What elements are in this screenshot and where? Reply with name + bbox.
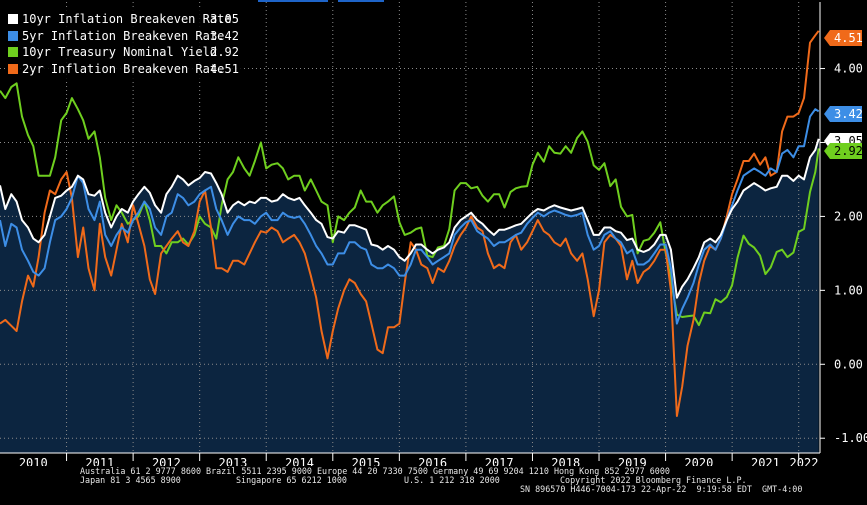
- legend-entry[interactable]: 5yr Inflation Breakeven Rate 3.42: [8, 28, 239, 45]
- legend-label: 2yr Inflation Breakeven Rate: [22, 61, 225, 76]
- top-accent-bar-right: [338, 0, 384, 2]
- y-tick-label: -1.00: [834, 431, 867, 445]
- legend-swatch: [8, 47, 18, 58]
- legend-value: 3.05: [210, 12, 239, 26]
- footer-line-2-mid: Singapore 65 6212 1000: [236, 475, 347, 485]
- legend-swatch: [8, 63, 18, 74]
- tag-value: 3.42: [834, 107, 863, 121]
- y-tick-label: 0.00: [834, 357, 863, 371]
- legend-swatch: [8, 14, 18, 25]
- legend-label: 5yr Inflation Breakeven Rate: [22, 28, 225, 43]
- series-layer: [0, 30, 820, 417]
- footer-line-1: Australia 61 2 9777 8600 Brazil 5511 239…: [80, 466, 670, 476]
- legend-value: 3.42: [210, 28, 239, 43]
- tag-background: [824, 106, 862, 122]
- last-value-tag: 3.42: [824, 106, 863, 122]
- footer-line-2-right: U.S. 1 212 318 2000: [404, 475, 500, 485]
- series-line: [0, 108, 820, 325]
- legend-value: 2.92: [210, 45, 239, 59]
- y-tick-label: 1.00: [834, 283, 863, 297]
- footer-copyright: Copyright 2022 Bloomberg Finance L.P.: [560, 475, 747, 485]
- series-line: [0, 30, 820, 417]
- footer-disclaimer: Australia 61 2 9777 8600 Brazil 5511 239…: [0, 466, 867, 505]
- area-fill: [0, 138, 819, 454]
- legend-label: 10yr Treasury Nominal Yield: [22, 45, 218, 59]
- top-accent-bar-left: [258, 0, 328, 2]
- footer-line-2-left: Japan 81 3 4565 8900: [80, 475, 181, 485]
- legend-label: 10yr Inflation Breakeven Rate: [22, 12, 232, 26]
- legend-entry[interactable]: 10yr Treasury Nominal Yield 2.92: [8, 44, 239, 61]
- legend-value: 4.51: [210, 61, 239, 76]
- tag-background: [824, 143, 862, 159]
- tag-value: 4.51: [834, 31, 863, 45]
- last-value-tag: 4.51: [824, 30, 863, 46]
- legend: 10yr Inflation Breakeven Rate 3.05 5yr I…: [6, 10, 243, 79]
- last-value-tag: 2.92: [824, 143, 863, 159]
- tag-value: 2.92: [834, 144, 863, 158]
- y-tick-label: 2.00: [834, 209, 863, 223]
- tag-background: [824, 30, 862, 46]
- legend-entry[interactable]: 2yr Inflation Breakeven Rate 4.51: [8, 61, 239, 78]
- legend-swatch: [8, 30, 18, 41]
- footer-line-3: SN 896570 H446-7004-173 22-Apr-22 9:19:5…: [520, 484, 803, 494]
- area-fill-layer: [0, 138, 819, 454]
- legend-entry[interactable]: 10yr Inflation Breakeven Rate 3.05: [8, 11, 239, 28]
- y-tick-label: 4.00: [834, 62, 863, 76]
- series-line: [0, 138, 820, 299]
